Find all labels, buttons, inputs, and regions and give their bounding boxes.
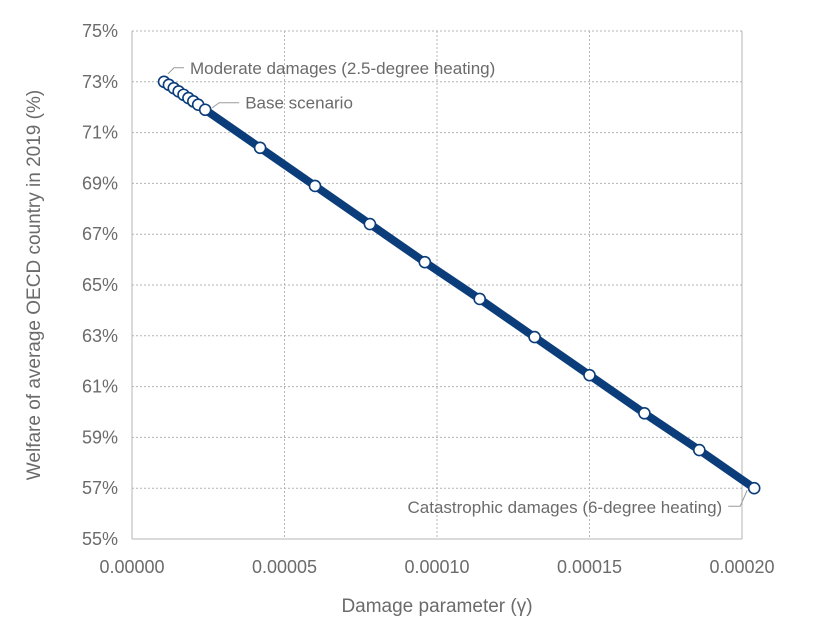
- series-layer: [157, 75, 761, 495]
- annotation-catastrophic-damages: Catastrophic damages (6-degree heating): [408, 498, 723, 517]
- annotation-leader: [167, 67, 185, 75]
- data-point: [308, 179, 322, 193]
- data-point: [638, 406, 651, 420]
- data-point: [747, 481, 761, 495]
- y-tick-label: 67%: [82, 224, 118, 244]
- annotation-leader: [728, 489, 748, 507]
- data-point: [418, 255, 432, 269]
- y-tick-label: 69%: [82, 173, 118, 193]
- plot-frame: [131, 30, 743, 540]
- x-tick-label: 0.00015: [557, 557, 622, 577]
- y-tick-label: 59%: [82, 427, 118, 447]
- annotation-moderate-damages: Moderate damages (2.5-degree heating): [190, 59, 495, 78]
- x-tick-label: 0.00000: [99, 557, 164, 577]
- x-tick-label: 0.00010: [404, 557, 469, 577]
- annotation-base-scenario: Base scenario: [245, 94, 353, 113]
- y-tick-label: 65%: [82, 275, 118, 295]
- y-axis-ticks: 55% 57% 59% 61% 63% 65% 67% 69% 71% 73% 75%: [82, 21, 118, 549]
- y-tick-label: 73%: [82, 72, 118, 92]
- y-tick-label: 71%: [82, 123, 118, 143]
- y-axis-title: Welfare of average OECD country in 2019 …: [24, 90, 45, 480]
- grid-layer: [131, 30, 743, 540]
- x-tick-label: 0.00005: [252, 557, 317, 577]
- x-tick-label: 0.00020: [709, 557, 774, 577]
- y-tick-label: 63%: [82, 326, 118, 346]
- x-axis-title: Damage parameter (γ): [341, 596, 532, 617]
- x-axis-ticks: 0.00000 0.00005 0.00010 0.00015 0.00020: [99, 557, 774, 577]
- y-tick-label: 75%: [82, 21, 118, 41]
- data-point: [528, 330, 541, 344]
- y-tick-label: 61%: [82, 377, 118, 397]
- annotation-leader: [211, 102, 240, 109]
- data-point: [583, 368, 596, 382]
- annotation-layer: Moderate damages (2.5-degree heating) Bas…: [167, 59, 748, 517]
- data-point: [473, 292, 487, 306]
- y-tick-label: 57%: [82, 478, 118, 498]
- data-point: [198, 103, 212, 117]
- data-point: [692, 443, 706, 457]
- data-point: [253, 141, 267, 155]
- y-tick-label: 55%: [82, 529, 118, 549]
- data-point: [363, 217, 377, 231]
